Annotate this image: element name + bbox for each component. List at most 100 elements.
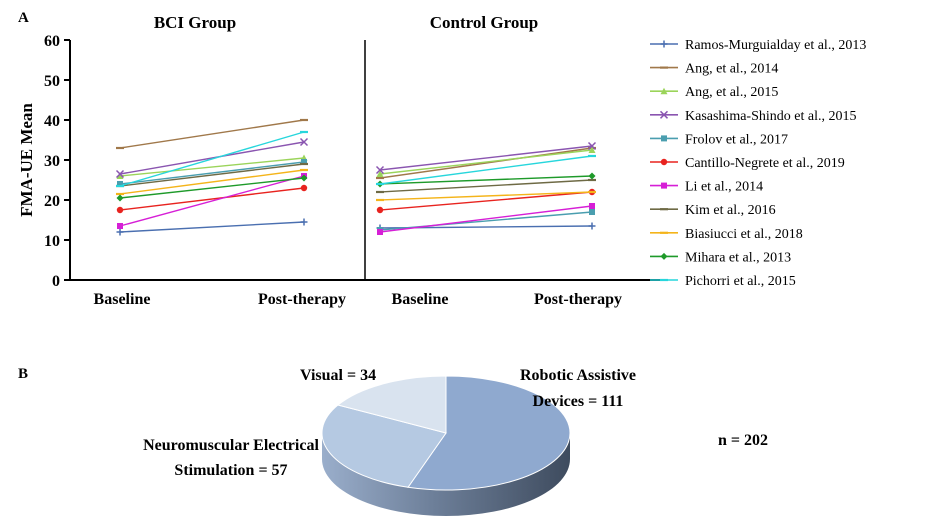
series-line [119, 221, 305, 233]
pie-slice [407, 375, 571, 491]
data-point [660, 87, 668, 95]
legend-label: Frolov et al., 2017 [685, 132, 788, 147]
data-point [300, 218, 308, 226]
legend-label: Mihara et al., 2013 [685, 250, 791, 265]
data-point [588, 222, 596, 230]
legend-item: Frolov et al., 2017 [650, 132, 788, 147]
panel-a-label: A [18, 10, 29, 26]
series-line [119, 131, 305, 187]
bci-group-title: BCI Group [154, 13, 236, 32]
legend-label: Ang, et al., 2015 [685, 85, 778, 100]
data-point [588, 146, 596, 153]
legend-label: Ramos-Murguialday et al., 2013 [685, 38, 866, 53]
data-point [589, 203, 595, 209]
series-group [117, 159, 595, 233]
data-point [116, 172, 124, 179]
pie-chart [321, 375, 571, 516]
total-count-label: n = 202 [718, 432, 768, 449]
pie-label-visual: Visual = 34 [300, 367, 376, 384]
data-point [116, 228, 124, 236]
data-point [300, 174, 308, 182]
series-group [116, 168, 596, 202]
y-tick-label: 20 [44, 193, 60, 210]
series-line [379, 147, 593, 179]
data-point [660, 158, 668, 166]
x-tick-label: Baseline [94, 291, 151, 308]
series-line [119, 177, 305, 199]
pie-slice [336, 375, 447, 434]
y-tick-label: 60 [44, 33, 60, 50]
legend-item: Ang, et al., 2015 [650, 85, 778, 100]
legend-item: Ang, et al., 2014 [650, 62, 778, 77]
x-tick-label: Baseline [392, 291, 449, 308]
series-line [379, 191, 593, 201]
legend-label: Biasiucci et al., 2018 [685, 227, 803, 242]
series-line [379, 149, 593, 175]
data-point [299, 137, 309, 147]
legend-label: Kim et al., 2016 [685, 203, 776, 218]
data-point [375, 165, 385, 175]
series-line [379, 145, 593, 171]
pie-label-robotic-line2: Devices = 111 [533, 393, 624, 410]
data-point [117, 223, 123, 229]
legend-item: Kasashima-Shindo et al., 2015 [650, 109, 856, 124]
data-point [116, 194, 124, 202]
legend-item: Li et al., 2014 [650, 180, 763, 195]
series-line [119, 169, 305, 195]
series-line [379, 205, 593, 233]
legend-item: Pichorri et al., 2015 [650, 274, 796, 289]
legend-item: Ramos-Murguialday et al., 2013 [650, 38, 866, 53]
data-point [377, 229, 383, 235]
control-group-title: Control Group [430, 13, 538, 32]
legend-label: Pichorri et al., 2015 [685, 274, 796, 289]
y-tick-label: 50 [44, 73, 60, 90]
panel-b-label: B [18, 366, 28, 382]
legend-label: Ang, et al., 2014 [685, 62, 778, 77]
series-line [119, 141, 305, 175]
data-point [661, 135, 667, 142]
series-group [116, 172, 596, 202]
series-line [379, 191, 593, 211]
y-axis-title: FMA-UE Mean [17, 103, 36, 217]
x-axis: Baseline Post-therapy Baseline Post-therapy [70, 279, 660, 308]
series-group [116, 184, 596, 214]
data-point [588, 172, 596, 180]
series-group [116, 218, 596, 236]
y-tick-label: 0 [52, 273, 60, 290]
y-axis: 0 10 20 30 40 50 60 [44, 33, 366, 290]
pie-slice [321, 404, 447, 488]
series-group [115, 137, 597, 179]
y-tick-label: 30 [44, 153, 60, 170]
series-line [119, 175, 305, 227]
data-point [660, 252, 668, 260]
series-line [379, 179, 593, 193]
data-point [300, 184, 308, 192]
legend: Ramos-Murguialday et al., 2013 Ang, et al… [650, 38, 866, 289]
legend-item: Biasiucci et al., 2018 [650, 227, 803, 242]
series-line [119, 119, 305, 149]
y-tick-label: 10 [44, 233, 60, 250]
y-tick-label: 40 [44, 113, 60, 130]
data-point [589, 209, 595, 215]
line-chart: BCI Group Control Group FMA-UE Mean 0 10 2… [17, 13, 660, 308]
series-group [117, 173, 595, 235]
data-point [116, 206, 124, 214]
pie-side-wall [322, 433, 570, 516]
data-point [376, 206, 384, 214]
legend-label: Li et al., 2014 [685, 180, 763, 195]
series-line [119, 187, 305, 211]
data-point [659, 110, 669, 119]
legend-label: Cantillo-Negrete et al., 2019 [685, 156, 845, 171]
data-point [115, 169, 125, 179]
series-line [119, 157, 305, 177]
series-layer [115, 118, 597, 236]
series-line [119, 161, 305, 185]
data-point [376, 170, 384, 177]
x-tick-label: Post-therapy [258, 291, 346, 308]
data-point [660, 40, 668, 48]
legend-item: Cantillo-Negrete et al., 2019 [650, 156, 845, 171]
series-line [379, 155, 593, 185]
data-point [301, 159, 307, 165]
x-tick-label: Post-therapy [534, 291, 622, 308]
